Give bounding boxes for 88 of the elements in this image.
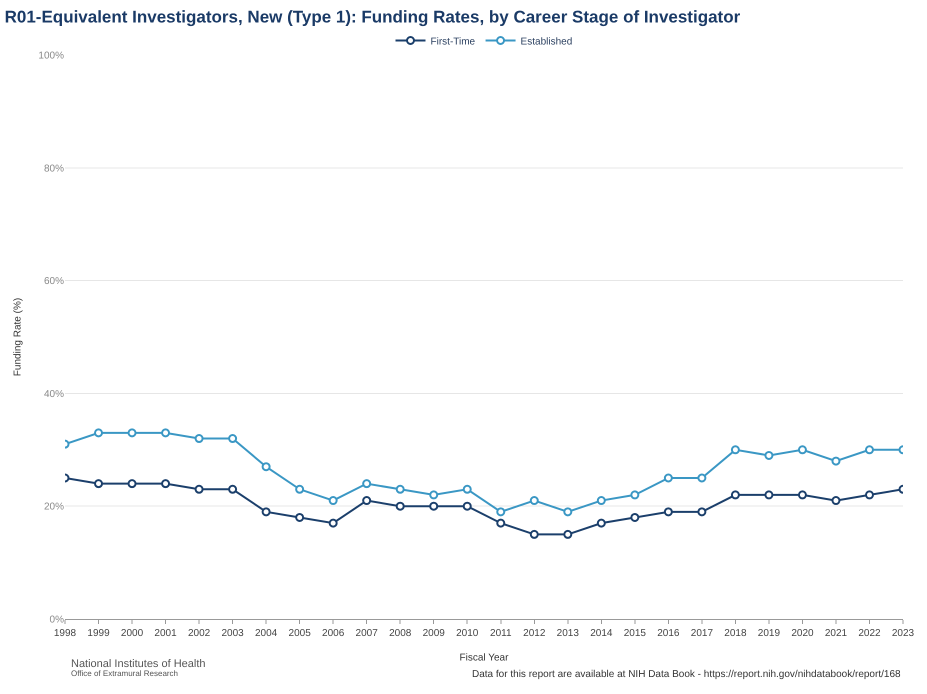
point <box>730 490 740 500</box>
point <box>462 502 472 511</box>
point <box>630 490 640 500</box>
x-tick-label: 2005 <box>288 628 312 639</box>
point <box>295 512 304 522</box>
point <box>362 479 372 488</box>
x-tick-label: 2011 <box>490 628 512 639</box>
point <box>262 507 271 516</box>
point <box>396 484 405 494</box>
y-tick-label: 60% <box>44 276 64 288</box>
x-tick-label: 2013 <box>556 628 580 639</box>
x-tick-label: 2018 <box>724 628 747 639</box>
point <box>429 490 438 500</box>
point <box>864 445 874 454</box>
x-axis-title: Fiscal Year <box>460 652 510 664</box>
x-tick-label: 2001 <box>154 628 178 639</box>
point <box>396 502 405 511</box>
point <box>831 456 840 466</box>
point <box>228 434 238 444</box>
point <box>630 512 640 522</box>
point <box>328 518 338 528</box>
point <box>262 462 271 472</box>
point <box>128 479 137 488</box>
x-tick-label: 2000 <box>120 628 144 639</box>
x-tick-label: 1999 <box>87 628 110 639</box>
y-tick-label: 100% <box>38 50 64 62</box>
point <box>462 484 472 494</box>
point <box>563 530 572 539</box>
x-tick-label: 1998 <box>54 628 77 639</box>
y-axis-title: Funding Rate (%) <box>12 298 24 376</box>
x-tick-label: 2004 <box>254 628 278 639</box>
text: Data for this report are available at NIH Data Book - https://report.nih.gov/nihdatabook/report/168 <box>472 669 902 680</box>
x-tick-label: 2006 <box>322 628 345 639</box>
legend-label: First-Time <box>430 36 476 48</box>
y-tick-label: 40% <box>44 388 64 400</box>
x-tick-label: 2015 <box>624 628 646 639</box>
point <box>764 490 774 500</box>
point <box>328 496 338 506</box>
x-tick-label: 2008 <box>389 628 412 639</box>
x-tick-label: 2021 <box>824 628 848 639</box>
point <box>664 474 673 482</box>
point <box>697 507 706 516</box>
point <box>295 484 304 494</box>
point <box>161 479 170 488</box>
x-tick-label: 2012 <box>523 628 546 639</box>
x-tick-label: 2014 <box>590 628 613 639</box>
x-tick-label: 2023 <box>892 628 915 639</box>
x-tick-label: 2022 <box>858 628 882 639</box>
text: Office of Extramural Research <box>71 669 178 678</box>
point <box>496 507 506 516</box>
point <box>596 518 606 528</box>
y-tick-label: 0% <box>50 614 64 626</box>
legend-label: Established <box>520 36 572 48</box>
point <box>194 434 204 444</box>
text: National Institutes of Health <box>71 658 206 670</box>
point <box>530 496 539 506</box>
point <box>128 428 137 438</box>
point <box>429 502 438 511</box>
point <box>362 496 372 506</box>
x-tick-label: 2010 <box>456 628 479 639</box>
y-tick-label: 20% <box>44 502 64 513</box>
point <box>864 490 874 500</box>
x-tick-label: 2019 <box>758 628 780 639</box>
point <box>596 496 606 506</box>
point <box>798 445 807 454</box>
point <box>94 428 104 438</box>
point <box>697 474 706 482</box>
point <box>831 496 840 506</box>
point <box>664 507 673 516</box>
point <box>194 484 204 494</box>
point <box>798 490 807 500</box>
x-tick-label: 2020 <box>791 628 814 639</box>
x-tick-label: 2002 <box>188 628 211 639</box>
point <box>496 518 506 528</box>
point <box>161 428 170 438</box>
chart-title: R01-Equivalent Investigators, New (Type 1): Funding Rates, by Career Stage of Investigator <box>4 7 741 26</box>
y-tick-label: 80% <box>44 163 64 174</box>
x-tick-label: 2007 <box>356 628 378 639</box>
x-tick-label: 2009 <box>422 628 446 639</box>
point <box>730 445 740 454</box>
x-tick-label: 2017 <box>690 628 714 639</box>
x-tick-label: 2003 <box>221 628 244 639</box>
x-tick-label: 2016 <box>657 628 680 639</box>
point <box>563 507 572 516</box>
point <box>530 530 539 539</box>
point <box>94 479 104 488</box>
point <box>228 484 238 494</box>
point <box>764 450 774 460</box>
